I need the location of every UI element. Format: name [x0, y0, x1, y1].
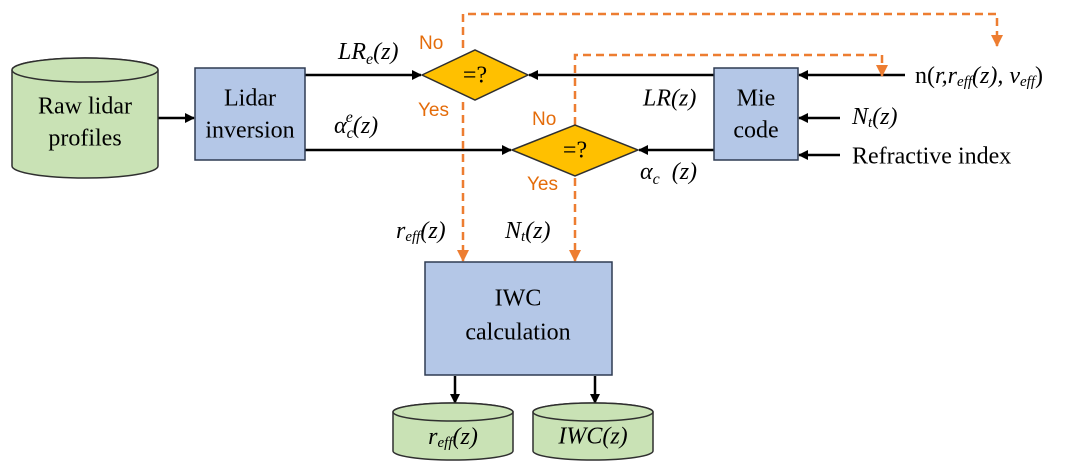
input-label: Nt(z): [851, 104, 898, 132]
yes-label: Yes: [418, 100, 449, 121]
node-label: IWC: [495, 286, 542, 312]
iwc-calculation-node: IWC calculation: [424, 261, 613, 376]
lidar-inversion-node: Lidar inversion: [194, 67, 306, 161]
text-part: (z): [353, 113, 378, 139]
diamond: [420, 49, 530, 101]
subscript: c: [347, 125, 354, 142]
text-part: (z): [453, 424, 478, 450]
compare-lr-node: =?: [420, 49, 530, 101]
text-part: (z): [525, 218, 550, 244]
text-part: LR: [337, 39, 366, 65]
superscript: e: [346, 109, 353, 126]
subscript: eff: [1020, 74, 1037, 90]
text-part: N: [504, 218, 523, 244]
text-part: (z), ν: [972, 63, 1020, 89]
edge-label: LRe(z): [337, 39, 398, 68]
subscript: eff: [957, 74, 974, 90]
box: [713, 67, 799, 161]
text-part: α: [640, 159, 653, 185]
node-label: code: [733, 118, 778, 144]
node-label: Raw lidar: [38, 94, 132, 120]
edge-label: αce(z): [334, 109, 378, 142]
no-label: No: [419, 33, 443, 54]
mie-code-node: Mie code: [713, 67, 799, 161]
text-part: N: [851, 104, 870, 130]
subscript: e: [366, 51, 373, 68]
input-label: Refractive index: [852, 144, 1011, 170]
output-iwc-node: IWC(z): [532, 402, 654, 461]
connectors: [158, 12, 1003, 404]
node-label: =?: [463, 63, 487, 89]
subscript: eff: [438, 435, 455, 451]
raw-lidar-node: Raw lidar profiles: [11, 57, 159, 179]
output-reff-node: reff(z): [392, 402, 514, 461]
diamond: [510, 124, 640, 177]
cylinder-top: [11, 57, 159, 83]
edge-label: reff(z): [396, 218, 446, 246]
node-label: calculation: [465, 320, 570, 346]
text-part: r: [428, 424, 438, 450]
box: [424, 261, 613, 376]
node-label: reff(z): [428, 424, 478, 452]
subscript: eff: [405, 229, 422, 245]
feedback-arrow: [461, 12, 1003, 48]
edge-label: Nt(z): [504, 218, 551, 246]
node-label: inversion: [205, 118, 294, 144]
input-label: n(r,reff(z), νeff): [915, 63, 1043, 91]
subscript: t: [521, 229, 526, 245]
text-part: (z): [373, 39, 398, 65]
text-part: n(: [915, 63, 935, 89]
cylinder-top: [392, 402, 514, 422]
text-part: r,r: [935, 63, 958, 89]
text-part: (z): [872, 104, 897, 130]
feedback-arrow: [573, 53, 888, 125]
box: [194, 67, 306, 161]
edge-label: LR(z): [642, 86, 696, 112]
node-label: IWC(z): [557, 424, 627, 450]
node-label: =?: [563, 138, 587, 164]
no-label: No: [532, 109, 556, 130]
node-label: Mie: [737, 86, 776, 112]
node-label: Lidar: [224, 86, 276, 112]
text-part: (z): [420, 218, 445, 244]
subscript: t: [868, 115, 873, 131]
text-part: ): [1035, 63, 1043, 89]
edge-label: αc (z): [640, 159, 697, 188]
cylinder-top: [532, 402, 654, 422]
text-part: r: [396, 218, 406, 244]
subscript: c: [653, 171, 660, 188]
yes-label: Yes: [527, 174, 558, 195]
compare-alpha-node: =?: [510, 124, 640, 177]
node-label: profiles: [48, 126, 121, 152]
text-part: (z): [672, 159, 697, 185]
text-part: α: [334, 113, 347, 139]
